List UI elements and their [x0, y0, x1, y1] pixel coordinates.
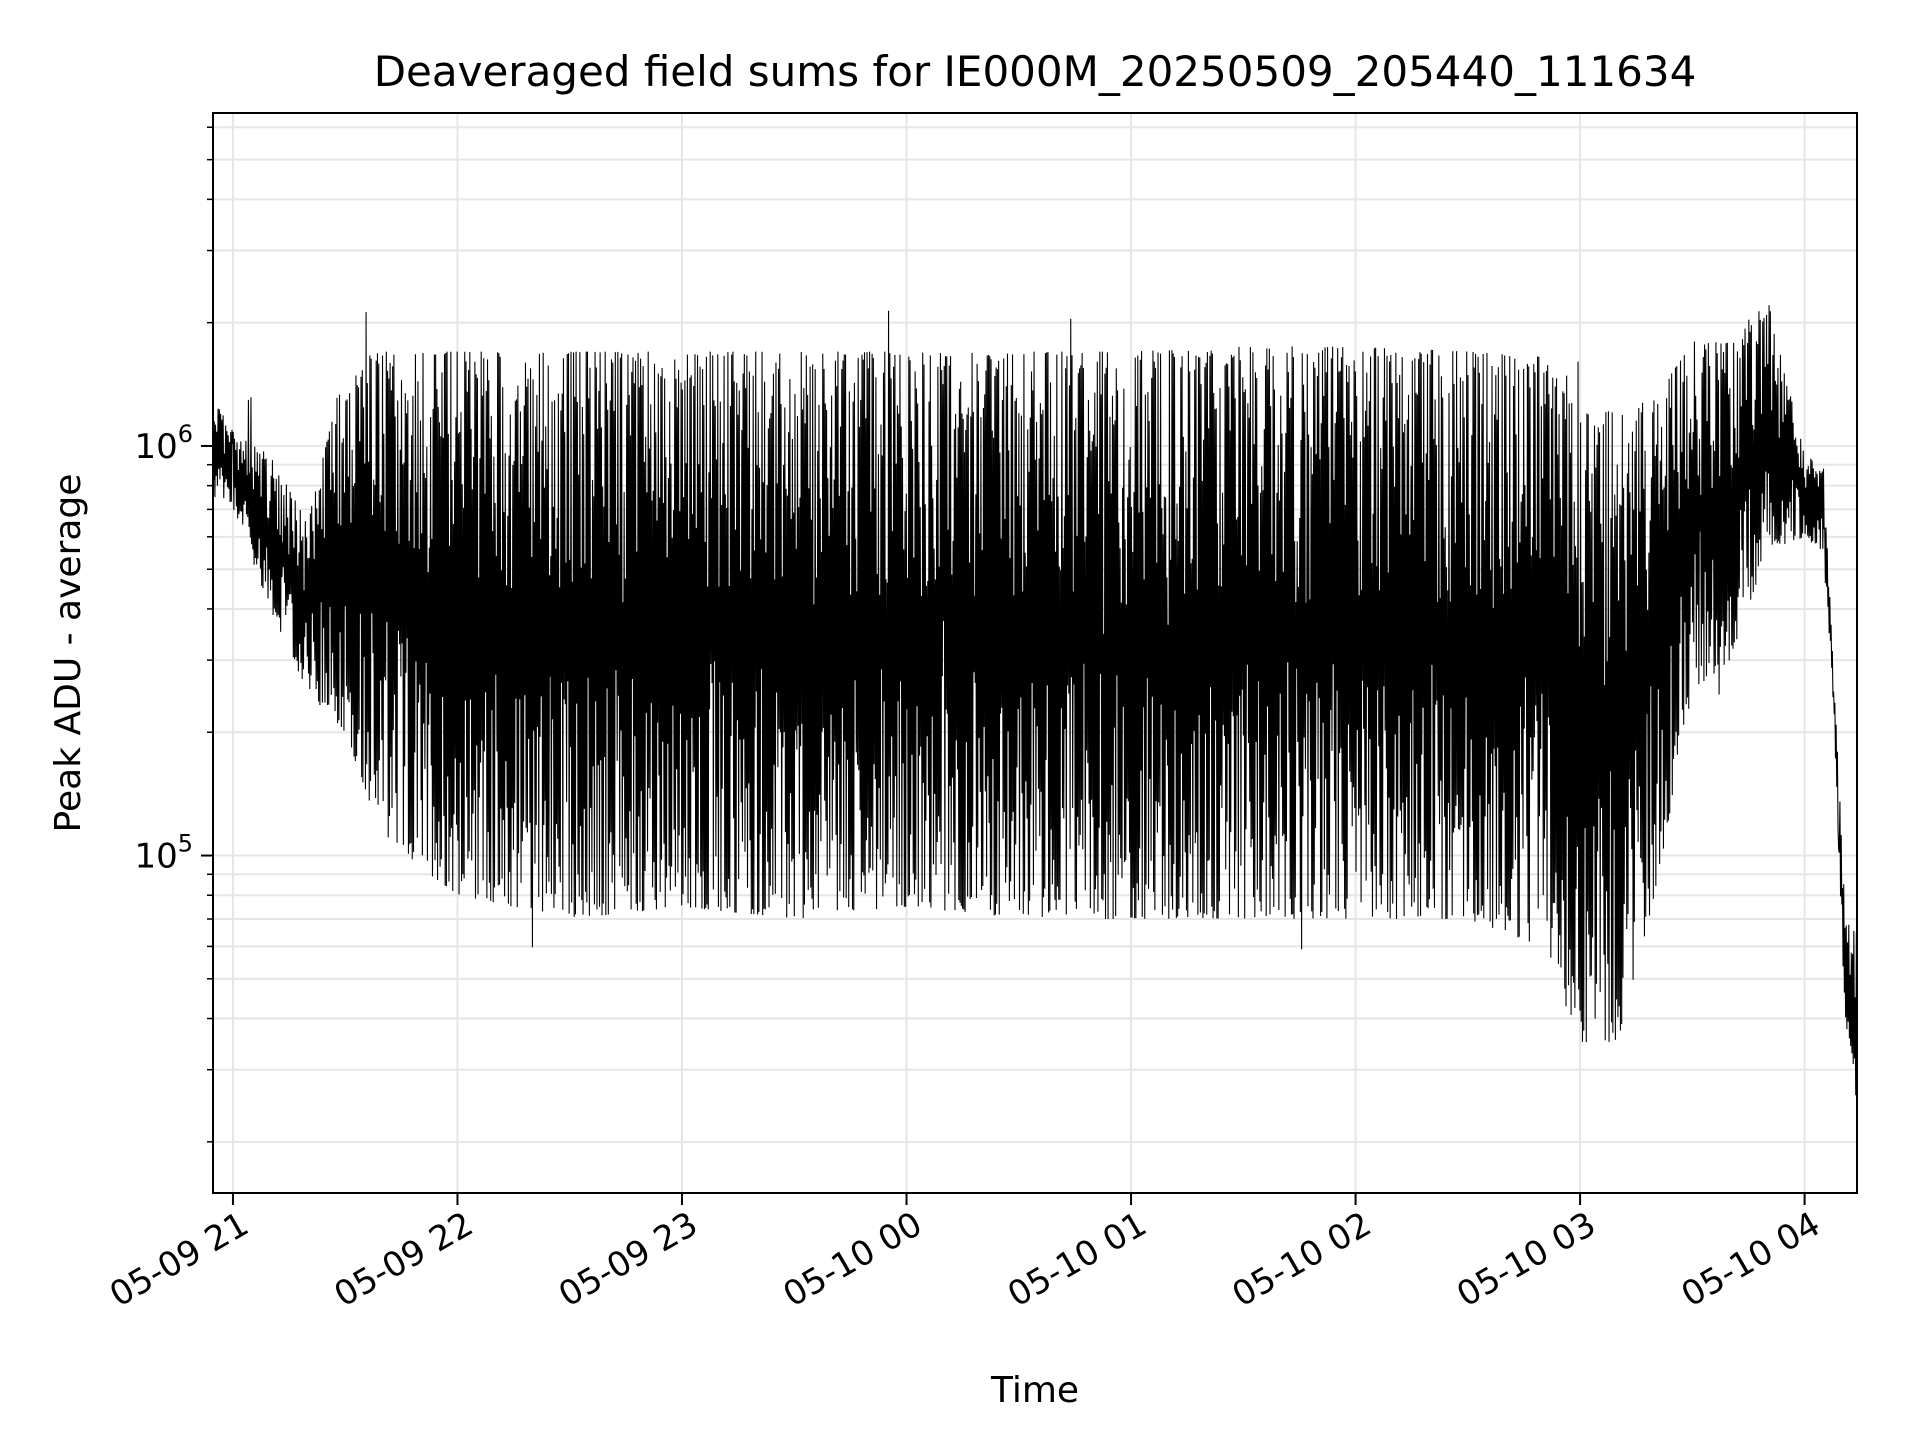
series-line	[212, 305, 1858, 1101]
y-tick-label-base: 10	[134, 427, 177, 467]
y-tick-label-exponent: 6	[178, 420, 193, 448]
series-trace	[212, 305, 1858, 1101]
y-tick-label-base: 10	[134, 837, 177, 877]
y-tick-label: 105	[134, 830, 193, 877]
y-tick-label-exponent: 5	[178, 830, 193, 858]
y-axis-label: Peak ADU - average	[48, 474, 89, 833]
plot-frame	[212, 112, 1858, 1194]
y-tick-label: 106	[134, 420, 193, 467]
chart-title: Deaveraged field sums for IE000M_2025050…	[374, 47, 1697, 96]
x-axis-label: Time	[990, 1370, 1079, 1411]
